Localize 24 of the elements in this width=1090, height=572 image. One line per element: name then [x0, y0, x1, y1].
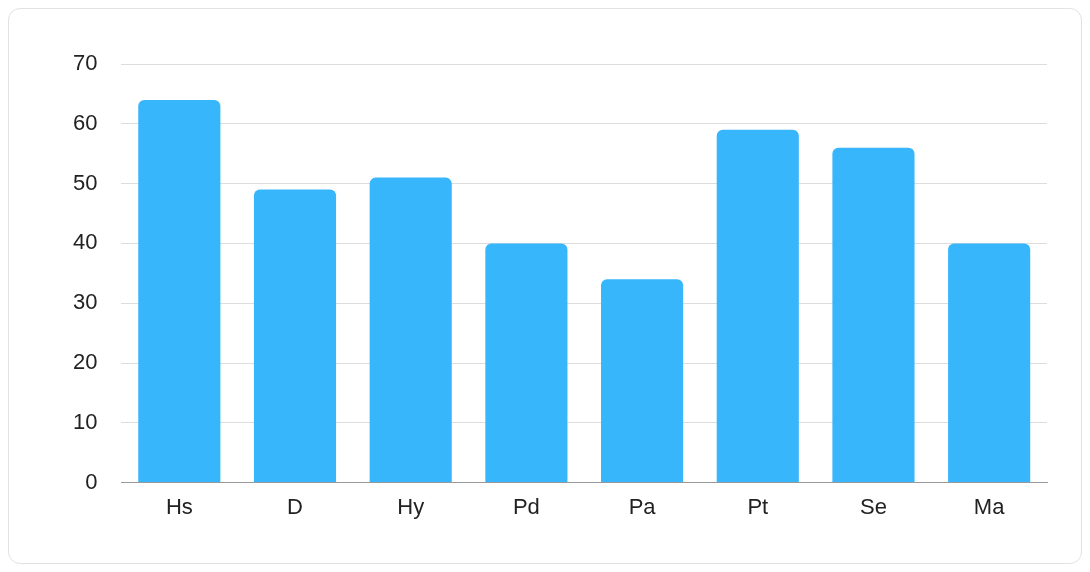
- x-tick-label: Se: [860, 493, 887, 519]
- y-tick-label: 0: [85, 468, 98, 494]
- x-tick-label: Hy: [397, 493, 425, 519]
- y-tick-label: 20: [72, 349, 98, 375]
- y-tick-label: 50: [72, 169, 98, 195]
- x-tick-label: Pd: [512, 493, 540, 519]
- x-tick-label: Pa: [628, 493, 657, 519]
- bar: [369, 177, 452, 483]
- bar: [138, 99, 221, 483]
- y-tick-label: 60: [72, 109, 98, 135]
- x-tick-label: Pt: [747, 493, 769, 519]
- y-tick-label: 70: [72, 50, 98, 76]
- y-tick-label: 10: [72, 408, 98, 434]
- y-tick-label: 40: [72, 229, 98, 255]
- x-tick-label: Ma: [973, 493, 1006, 519]
- x-tick-label: D: [287, 493, 303, 519]
- bar: [716, 129, 799, 483]
- x-tick-label: Hs: [165, 493, 193, 519]
- y-tick-label: 30: [72, 289, 98, 315]
- bar: [485, 243, 568, 483]
- bar: [601, 279, 684, 483]
- bar: [948, 243, 1031, 483]
- bar: [832, 147, 915, 483]
- bar: [253, 189, 337, 483]
